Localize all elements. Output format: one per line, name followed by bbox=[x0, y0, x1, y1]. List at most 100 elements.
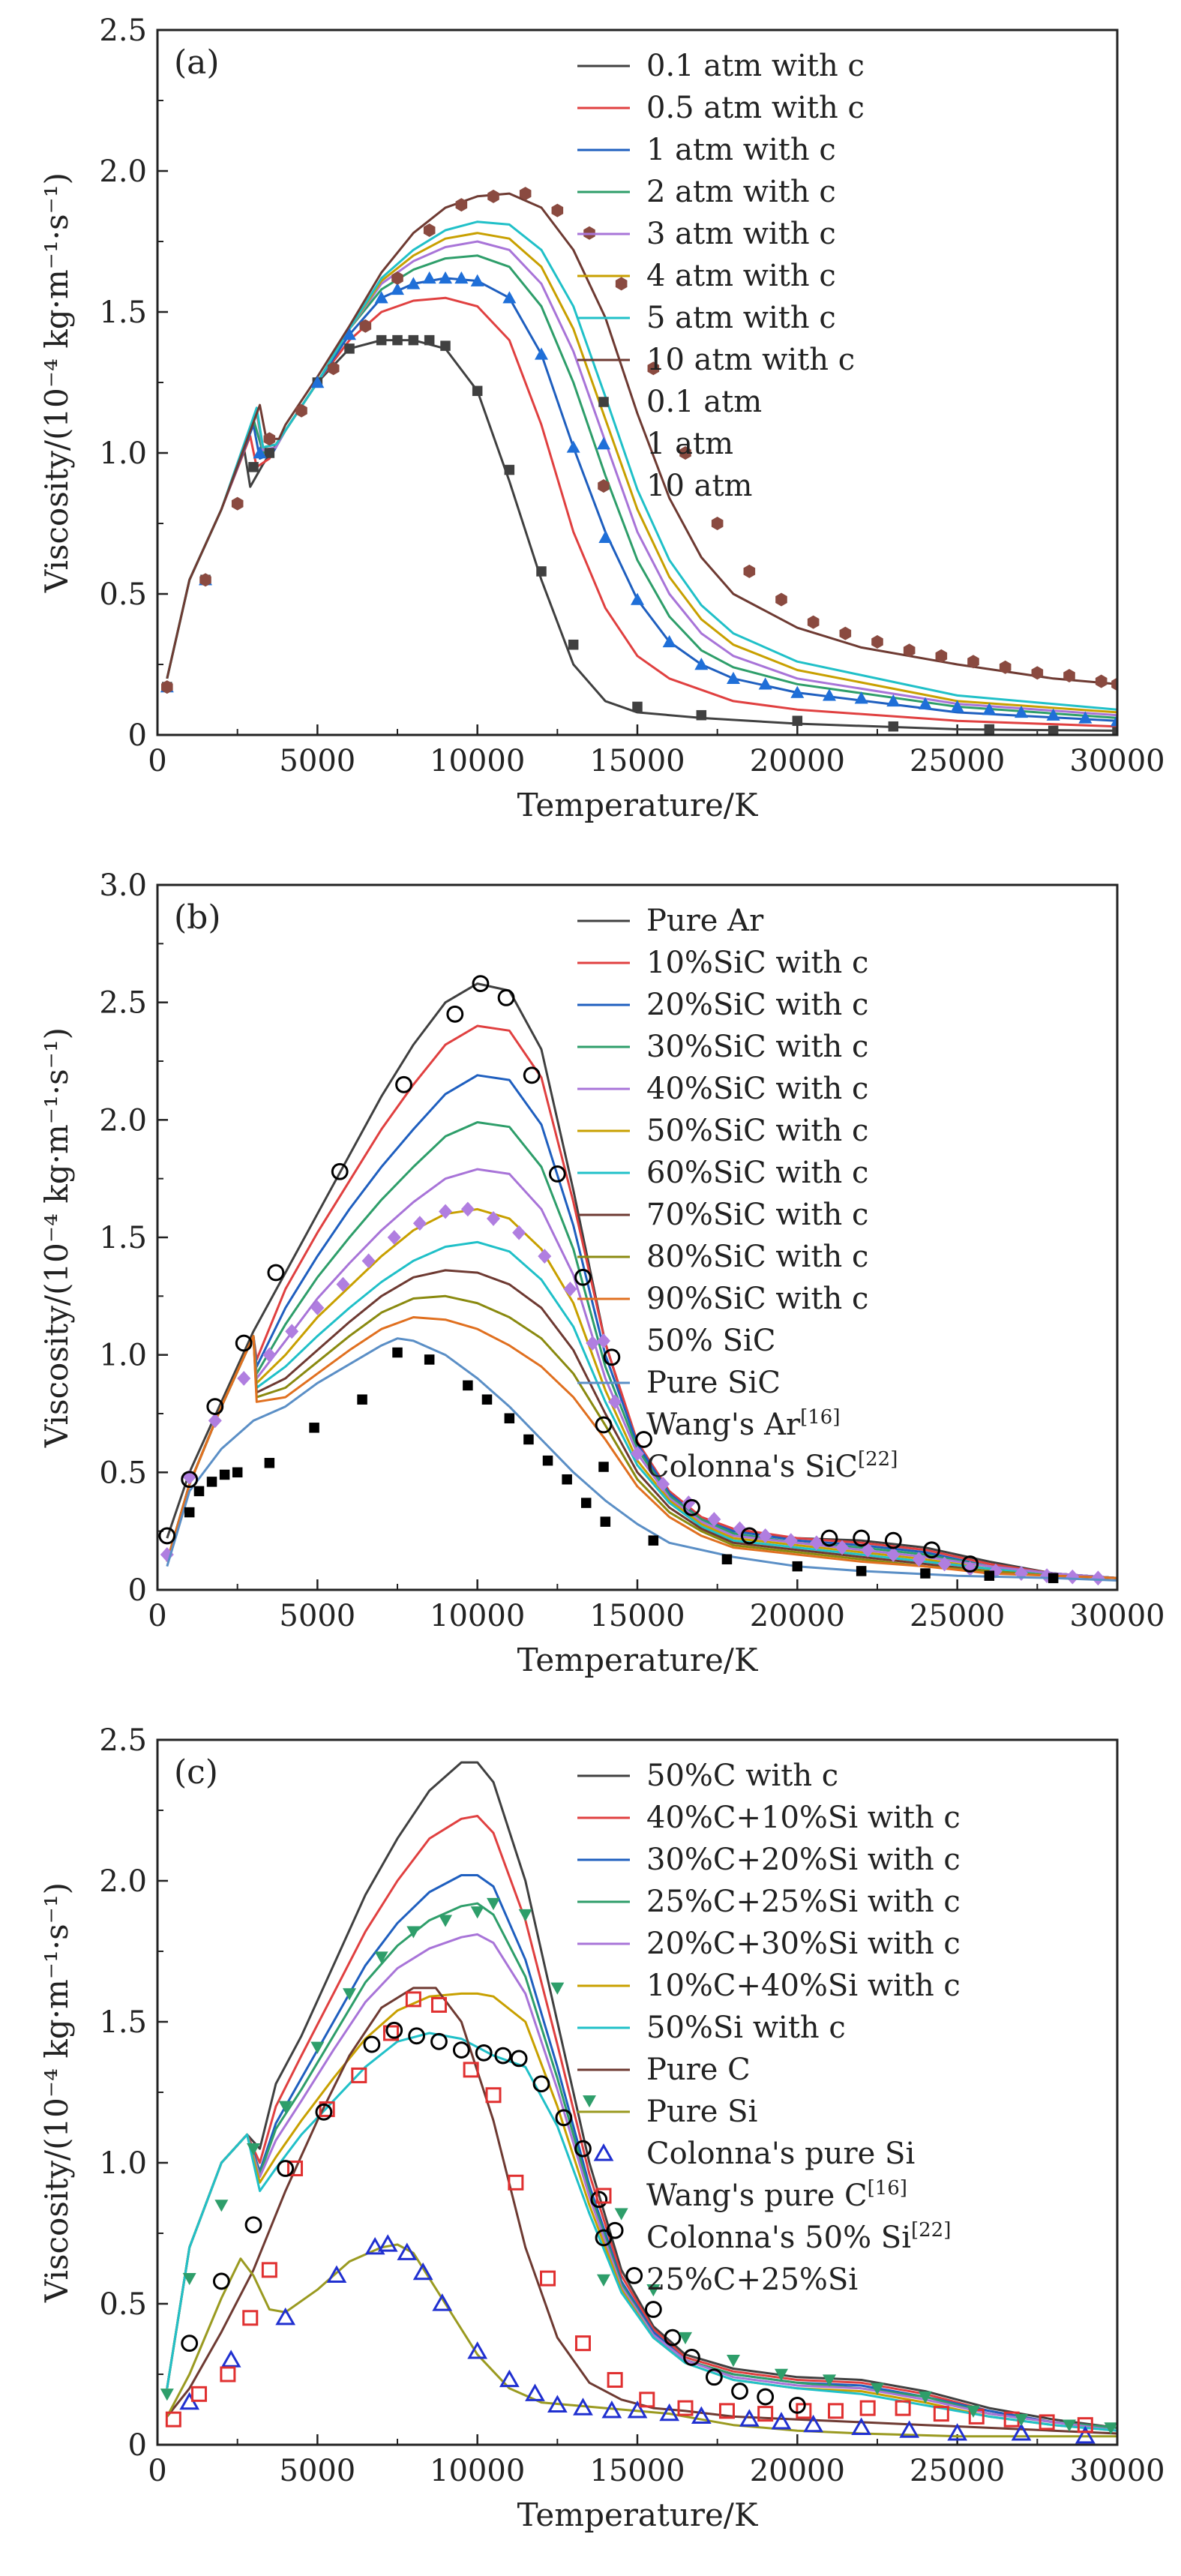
data-point bbox=[518, 1909, 532, 1922]
data-point bbox=[707, 1512, 721, 1527]
plot-area bbox=[158, 975, 1117, 1586]
data-point bbox=[165, 2411, 181, 2428]
legend-label: 70%SiC with c bbox=[646, 1198, 868, 1232]
data-point bbox=[181, 2335, 199, 2353]
data-point bbox=[614, 2208, 628, 2221]
x-tick-label: 30000 bbox=[1069, 744, 1165, 778]
data-point bbox=[1091, 1570, 1105, 1586]
y-tick-label: 0.5 bbox=[99, 2287, 147, 2322]
data-point bbox=[828, 2403, 844, 2419]
legend-label: Colonna's 50% Si[22] bbox=[646, 2219, 951, 2255]
data-point bbox=[499, 2369, 520, 2388]
legend-label: Wang's pure C[16] bbox=[646, 2177, 907, 2213]
data-point bbox=[984, 1570, 995, 1581]
data-point bbox=[315, 2103, 333, 2121]
panel-label: (c) bbox=[174, 1753, 218, 1792]
legend-label: 20%C+30%Si with c bbox=[646, 1927, 961, 1961]
legend-label: Pure Si bbox=[646, 2095, 757, 2129]
legend-swatch bbox=[598, 1462, 609, 1472]
data-point bbox=[405, 1991, 421, 2008]
legend: Pure Ar 10%SiC with c 20%SiC with c 30%SiC … bbox=[577, 904, 898, 1484]
data-point bbox=[859, 2400, 876, 2416]
legend-text-part: 2 atm with c bbox=[646, 175, 836, 209]
legend-label: 10%C+40%Si with c bbox=[646, 1969, 961, 2003]
x-tick-label: 20000 bbox=[750, 744, 845, 778]
x-tick-label: 5000 bbox=[279, 2454, 355, 2488]
legend-text-part: 1 atm bbox=[646, 427, 733, 461]
series-line bbox=[166, 192, 1117, 685]
y-tick-label: 2.0 bbox=[99, 1103, 147, 1138]
series-line bbox=[166, 1337, 1117, 1582]
legend-label: 30%SiC with c bbox=[646, 1030, 868, 1064]
series-line bbox=[166, 1294, 1117, 1579]
legend-text-part: 1 atm with c bbox=[646, 133, 836, 167]
data-point bbox=[788, 2396, 806, 2414]
legend-label: 0.5 atm with c bbox=[646, 91, 865, 125]
legend-text-part: 10 atm with c bbox=[646, 343, 855, 377]
data-point bbox=[727, 2355, 740, 2368]
data-point bbox=[548, 1165, 566, 1183]
x-axis-title: Temperature/K bbox=[517, 1642, 759, 1678]
legend-swatch bbox=[598, 397, 609, 407]
data-point bbox=[740, 1527, 758, 1545]
data-point bbox=[446, 1005, 464, 1023]
data-point bbox=[758, 677, 772, 690]
series-line bbox=[166, 2032, 1117, 2432]
legend-text-part: 30%SiC with c bbox=[646, 1030, 868, 1064]
data-point bbox=[406, 277, 421, 289]
data-point bbox=[694, 658, 709, 670]
legend-label: 3 atm with c bbox=[646, 217, 836, 251]
legend-text-part: Colonna's pure Si bbox=[646, 2137, 915, 2171]
data-point bbox=[219, 1469, 230, 1480]
data-point bbox=[743, 564, 756, 578]
series-line bbox=[166, 1992, 1117, 2432]
legend-label: Pure C bbox=[646, 2053, 751, 2087]
data-point bbox=[232, 1467, 243, 1478]
series-line bbox=[166, 1815, 1117, 2429]
legend-label: 5 atm with c bbox=[646, 301, 836, 335]
data-point bbox=[895, 2400, 911, 2416]
data-point bbox=[950, 700, 964, 712]
data-point bbox=[1075, 2425, 1096, 2444]
legend-text-part: 4 atm with c bbox=[646, 259, 836, 293]
data-point bbox=[683, 2349, 700, 2366]
legend-label: 10 atm bbox=[646, 469, 752, 503]
data-point bbox=[374, 1951, 388, 1964]
data-point bbox=[481, 1394, 493, 1405]
legend-label: 80%SiC with c bbox=[646, 1240, 868, 1274]
data-point bbox=[385, 2021, 403, 2039]
data-point bbox=[472, 975, 490, 992]
y-tick-label: 3.0 bbox=[99, 868, 147, 903]
data-point bbox=[758, 1528, 772, 1543]
data-point bbox=[455, 198, 468, 212]
legend-label: 40%SiC with c bbox=[646, 1072, 868, 1106]
data-point bbox=[853, 1529, 871, 1547]
data-point bbox=[391, 271, 403, 285]
x-axis-title: Temperature/K bbox=[517, 787, 759, 823]
legend-swatch bbox=[595, 2188, 612, 2204]
series-line bbox=[166, 1168, 1117, 1579]
data-point bbox=[635, 1431, 652, 1448]
y-tick-label: 2.0 bbox=[99, 154, 147, 189]
data-point bbox=[982, 703, 997, 715]
data-point bbox=[1111, 714, 1117, 727]
data-point bbox=[397, 2242, 418, 2260]
data-point bbox=[967, 655, 979, 669]
legend-label: 2 atm with c bbox=[646, 175, 836, 209]
x-tick-label: 5000 bbox=[279, 744, 355, 778]
data-point bbox=[784, 1533, 798, 1549]
data-point bbox=[1063, 2419, 1076, 2432]
data-point bbox=[677, 2400, 694, 2416]
plot-area bbox=[160, 1761, 1117, 2444]
legend-label: 0.1 atm with c bbox=[646, 49, 865, 83]
x-tick-label: 30000 bbox=[1069, 2454, 1165, 2488]
data-point bbox=[886, 1547, 901, 1562]
data-point bbox=[1111, 677, 1117, 691]
data-point bbox=[181, 1471, 199, 1489]
data-point bbox=[263, 432, 276, 446]
series-line bbox=[166, 220, 1117, 711]
y-tick-label: 1.0 bbox=[99, 1339, 147, 1373]
legend-text-part: 30%C+20%Si with c bbox=[646, 1843, 961, 1877]
data-point bbox=[733, 1521, 747, 1537]
data-point bbox=[999, 660, 1012, 674]
